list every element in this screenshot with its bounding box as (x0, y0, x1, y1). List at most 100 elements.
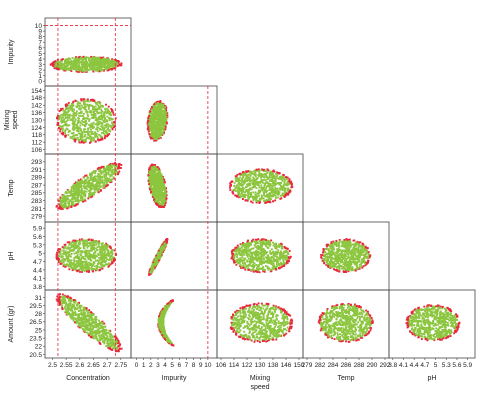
data-point (252, 197, 255, 200)
data-point (83, 131, 86, 134)
data-point (52, 61, 55, 63)
data-point (276, 192, 279, 195)
data-point (147, 126, 150, 129)
data-point (229, 182, 232, 185)
data-point (86, 188, 89, 191)
data-point (108, 119, 111, 121)
cell-frame-amount-impurity (130, 289, 218, 359)
data-point (99, 134, 102, 137)
data-point (65, 108, 68, 110)
data-point (78, 141, 81, 144)
data-point (100, 58, 103, 61)
data-point (109, 245, 111, 248)
data-point (97, 70, 99, 72)
data-point (164, 186, 166, 189)
data-point (153, 132, 156, 134)
data-point (107, 58, 110, 61)
data-point (157, 108, 160, 111)
data-point (97, 118, 99, 121)
data-point (77, 190, 80, 193)
data-point (64, 111, 67, 114)
data-point (56, 254, 59, 257)
data-point (91, 105, 94, 108)
data-point (81, 106, 84, 109)
data-point (165, 107, 167, 110)
data-point (59, 128, 62, 131)
data-point (106, 249, 109, 252)
data-point (245, 176, 248, 179)
data-point (267, 184, 270, 187)
data-point (65, 105, 67, 108)
data-point (149, 126, 152, 129)
data-point (58, 68, 61, 70)
data-point (62, 198, 65, 201)
data-point (78, 256, 80, 259)
cell-points-ph-impurity (148, 238, 169, 276)
data-point (275, 191, 278, 194)
data-point (274, 186, 276, 189)
data-point (157, 111, 160, 114)
data-point (240, 184, 243, 187)
data-point (272, 194, 275, 197)
data-point (80, 189, 82, 192)
data-point (155, 134, 158, 136)
data-point (149, 129, 152, 132)
data-point (152, 185, 155, 188)
data-point (64, 109, 66, 112)
data-point (237, 185, 240, 188)
data-point (93, 187, 96, 190)
data-point (151, 137, 154, 140)
data-point (104, 59, 107, 62)
data-point (57, 66, 59, 69)
data-point (63, 114, 66, 117)
data-point (70, 253, 73, 255)
data-point (149, 135, 152, 138)
data-point (87, 106, 90, 109)
data-point (96, 249, 99, 251)
data-point (111, 60, 114, 62)
data-point (70, 136, 73, 139)
data-point (68, 116, 71, 118)
data-point (235, 185, 238, 188)
data-point (160, 187, 162, 190)
data-point (236, 178, 239, 181)
data-point (164, 115, 167, 117)
data-point (81, 263, 83, 266)
data-point (249, 184, 252, 187)
data-point (90, 122, 93, 125)
data-point (82, 138, 85, 141)
data-point (153, 134, 156, 137)
data-point (72, 184, 75, 187)
data-point (118, 60, 120, 63)
data-point (72, 62, 75, 64)
data-point (98, 123, 101, 125)
data-point (84, 199, 86, 202)
data-point (88, 59, 90, 62)
data-point (71, 62, 73, 65)
data-point (162, 188, 165, 191)
data-point (236, 195, 239, 197)
data-point (266, 172, 269, 174)
data-point (241, 171, 244, 174)
data-point (62, 133, 64, 136)
data-point (161, 194, 164, 197)
data-point (256, 178, 258, 180)
data-point (272, 184, 275, 187)
data-point (290, 184, 293, 186)
data-point (111, 66, 114, 69)
data-point (73, 252, 76, 255)
data-point (157, 177, 160, 180)
data-point (103, 127, 106, 130)
data-point (85, 67, 87, 70)
data-point (152, 172, 155, 175)
data-point (234, 187, 237, 190)
data-point (161, 179, 164, 182)
data-point (86, 181, 89, 184)
data-point (108, 177, 111, 180)
data-point (89, 110, 92, 112)
data-point (64, 259, 67, 262)
data-point (153, 182, 156, 184)
data-point (163, 195, 166, 198)
data-point (158, 113, 161, 116)
data-point (84, 244, 87, 247)
